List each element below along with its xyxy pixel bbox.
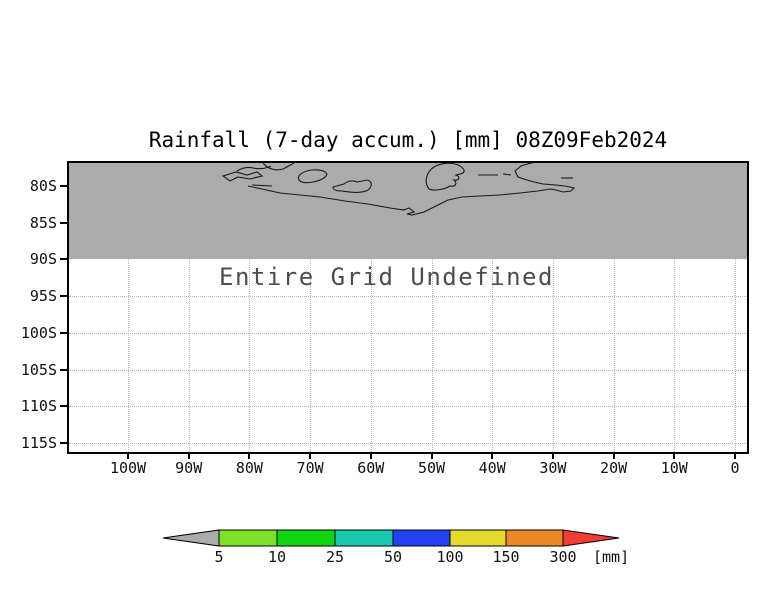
grid-line-horizontal — [69, 369, 747, 371]
plot-area: Entire Grid Undefined — [67, 161, 749, 454]
grid-line-vertical — [735, 259, 736, 452]
colorbar-tick-label: 50 — [384, 548, 402, 566]
colorbar-arrow-high — [562, 529, 620, 547]
coastline-path — [251, 184, 273, 187]
x-tick-label: 10W — [660, 459, 688, 477]
x-tick-mark — [673, 452, 676, 459]
x-tick-mark — [309, 452, 312, 459]
coastline-path — [221, 171, 264, 182]
grid-line-vertical — [128, 259, 129, 452]
colorbar-segment — [334, 529, 394, 547]
y-tick-mark — [60, 185, 68, 187]
y-tick-mark — [60, 442, 68, 444]
x-tick-mark — [369, 452, 372, 459]
grid-line-vertical — [552, 259, 554, 452]
colorbar-tick-label: 5 — [214, 548, 223, 566]
coastline-path — [478, 173, 512, 176]
colorbar-tick-label: 25 — [326, 548, 344, 566]
chart-title: Rainfall (7-day accum.) [mm] 08Z09Feb202… — [148, 128, 668, 152]
y-tick-mark — [60, 368, 68, 371]
x-tick-mark — [187, 452, 190, 459]
x-tick-mark — [430, 452, 433, 459]
y-tick-mark — [60, 221, 68, 224]
y-tick-label: 115S — [20, 434, 57, 452]
y-tick-mark — [60, 331, 68, 334]
y-tick-label: 100S — [20, 323, 57, 342]
undefined-region — [69, 163, 747, 259]
coastline-path — [425, 163, 465, 191]
x-tick-label: 90W — [175, 459, 203, 477]
x-tick-label: 40W — [478, 459, 506, 477]
x-tick-label: 30W — [539, 459, 567, 477]
grid-line-vertical — [674, 259, 676, 452]
y-tick-label: 90S — [29, 250, 57, 269]
grid-line-vertical — [613, 259, 615, 452]
grid-line-horizontal — [69, 332, 747, 334]
colorbar-arrow-low — [162, 529, 220, 547]
colorbar-segment — [218, 529, 278, 547]
coastline-path — [297, 169, 328, 184]
y-tick-label: 80S — [29, 177, 57, 195]
grid-line-horizontal — [69, 443, 747, 444]
y-tick-label: 105S — [20, 360, 57, 379]
colorbar-legend: 5 10 25 50 100 150 300 [mm] — [162, 529, 629, 566]
x-tick-mark — [734, 452, 736, 459]
x-tick-label: 70W — [296, 459, 324, 477]
grid-line-vertical — [370, 259, 372, 452]
coastline-path — [236, 165, 272, 172]
x-tick-label: 0 — [730, 459, 740, 477]
colorbar-segment — [392, 529, 451, 547]
y-tick-mark — [60, 405, 68, 408]
y-tick-mark — [60, 295, 68, 298]
colorbar-tick-label: 300 — [549, 548, 576, 566]
x-tick-label: 50W — [417, 459, 446, 477]
grid-line-horizontal — [69, 296, 747, 298]
y-tick-mark — [60, 258, 68, 261]
colorbar-tick-label: 100 — [436, 548, 463, 566]
x-tick-label: 80W — [235, 459, 263, 477]
x-tick-label: 60W — [357, 459, 385, 477]
coastline-path — [262, 163, 295, 171]
coastline-path — [332, 179, 372, 193]
grid-line-vertical — [249, 259, 251, 452]
colorbar-segment — [276, 529, 336, 547]
grid-line-vertical — [431, 259, 433, 452]
y-tick-label: 85S — [29, 213, 57, 232]
x-tick-label: 20W — [600, 459, 628, 477]
x-tick-label: 100W — [109, 459, 147, 477]
y-tick-label: 95S — [29, 287, 57, 306]
undefined-annotation: Entire Grid Undefined — [219, 263, 554, 291]
colorbar-segment — [449, 529, 507, 547]
colorbar-unit-label: [mm] — [593, 548, 629, 566]
grid-line-vertical — [310, 259, 312, 452]
x-tick-mark — [491, 452, 494, 459]
coastline-map — [221, 163, 576, 216]
grid-line-horizontal — [69, 406, 747, 408]
x-tick-mark — [248, 452, 251, 459]
x-tick-mark — [612, 452, 615, 459]
colorbar-tick-label: 150 — [492, 548, 519, 566]
grid-line-vertical — [188, 259, 190, 452]
grid-line-vertical — [492, 259, 494, 452]
coastline-path — [247, 163, 576, 216]
colorbar-segment — [505, 529, 564, 547]
x-tick-mark — [127, 452, 129, 459]
y-tick-label: 110S — [20, 397, 57, 416]
x-tick-mark — [551, 452, 554, 459]
colorbar-tick-label: 10 — [268, 548, 286, 566]
